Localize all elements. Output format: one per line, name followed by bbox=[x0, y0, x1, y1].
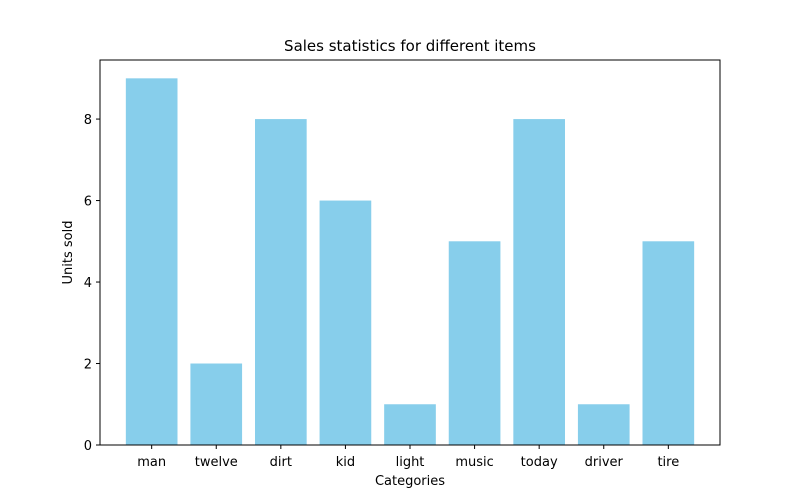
y-tick-label: 2 bbox=[84, 358, 92, 373]
x-tick-label: driver bbox=[585, 455, 624, 470]
x-tick-label: today bbox=[521, 455, 558, 470]
y-tick-label: 4 bbox=[84, 276, 92, 291]
bar-man bbox=[125, 78, 178, 445]
x-tick-label: man bbox=[137, 455, 166, 470]
bar-light bbox=[384, 404, 436, 445]
y-tick-label: 8 bbox=[84, 113, 92, 128]
bar-dirt bbox=[255, 119, 307, 446]
bar-twelve bbox=[190, 363, 243, 445]
y-axis-ticks: 0 2 4 6 8 bbox=[84, 113, 100, 454]
bar-tire bbox=[642, 241, 695, 445]
x-tick-label: music bbox=[455, 455, 493, 470]
bar-today bbox=[513, 119, 565, 446]
bar-kid bbox=[319, 200, 372, 445]
x-tick-label: light bbox=[396, 455, 425, 470]
bar-music bbox=[448, 241, 501, 445]
x-tick-label: twelve bbox=[195, 455, 238, 470]
x-axis-ticks: man twelve dirt kid light music today driver tir… bbox=[137, 445, 679, 470]
y-tick-label: 6 bbox=[84, 195, 92, 210]
y-tick-label: 0 bbox=[84, 439, 92, 454]
bar-driver bbox=[577, 404, 630, 445]
x-tick-label: dirt bbox=[270, 455, 292, 470]
x-tick-label: tire bbox=[657, 455, 679, 470]
x-axis-label: Categories bbox=[375, 474, 445, 489]
chart-title: Sales statistics for different items bbox=[284, 37, 536, 55]
y-axis-label: Units sold bbox=[61, 221, 76, 285]
plot-frame bbox=[99, 59, 721, 446]
bars-group bbox=[125, 78, 695, 446]
x-tick-label: kid bbox=[336, 455, 355, 470]
